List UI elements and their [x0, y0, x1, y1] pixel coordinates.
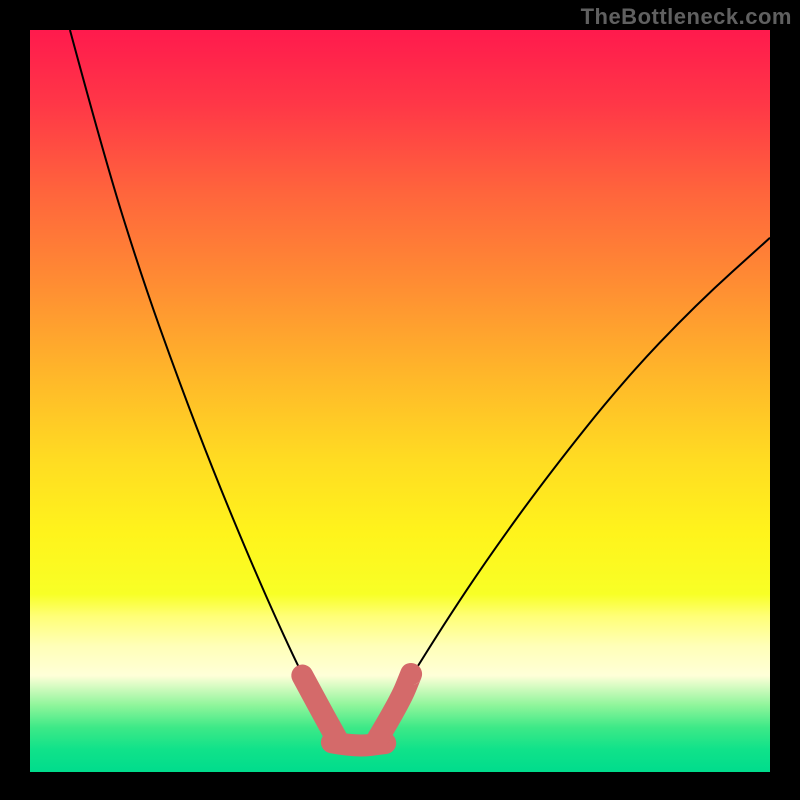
chart-container: { "watermark": "TheBottleneck.com", "can…	[0, 0, 800, 800]
watermark-text: TheBottleneck.com	[581, 4, 792, 30]
bottleneck-chart	[0, 0, 800, 800]
plot-background-gradient	[30, 30, 770, 772]
